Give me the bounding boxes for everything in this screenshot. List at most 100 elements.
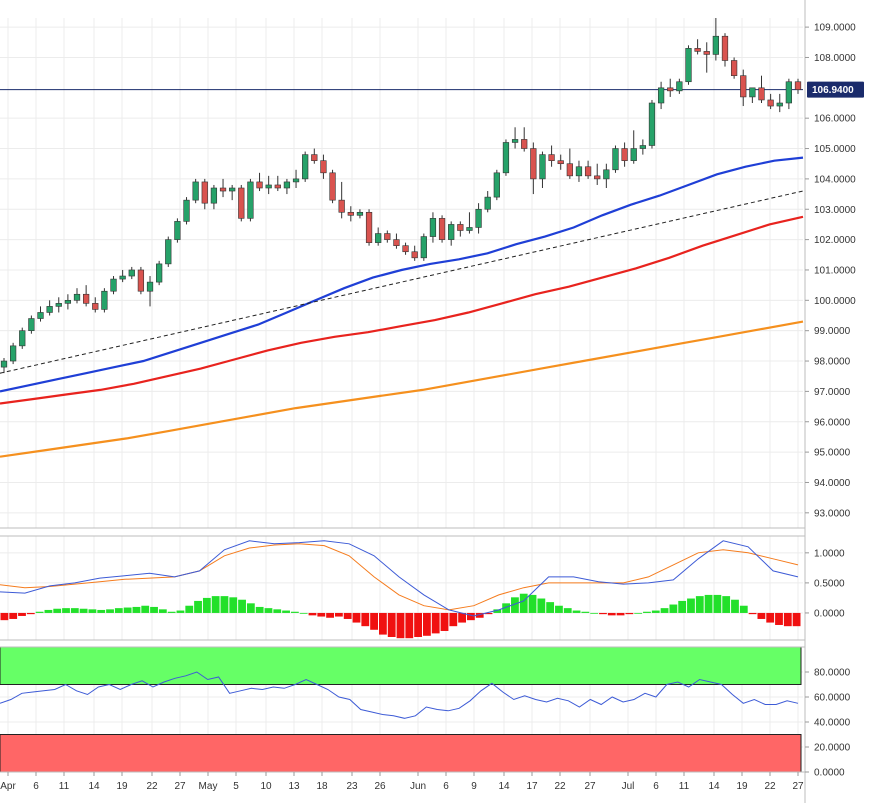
macd-histogram-bar xyxy=(581,611,590,613)
candle xyxy=(311,148,318,164)
macd-histogram-bar xyxy=(299,612,308,614)
x-tick-label: 11 xyxy=(59,781,70,792)
macd-histogram-bar xyxy=(449,612,458,627)
candle-body xyxy=(101,290,108,310)
y-tick-label: 100.0000 xyxy=(814,296,856,307)
candle xyxy=(776,93,783,113)
candle xyxy=(238,184,245,222)
y-tick-label: 96.0000 xyxy=(814,417,851,428)
candle-body xyxy=(612,148,619,171)
y-tick-label: 108.0000 xyxy=(814,53,856,64)
macd-histogram-bar xyxy=(194,600,202,613)
macd-histogram-bar xyxy=(546,602,555,613)
x-tick-label: 14 xyxy=(498,781,510,792)
x-tick-label: 10 xyxy=(260,781,272,792)
x-tick-label: 27 xyxy=(584,781,596,792)
candle xyxy=(37,306,44,322)
candle-body xyxy=(794,81,802,90)
macd-histogram-bar xyxy=(387,612,396,637)
candle xyxy=(502,139,510,176)
candle-body xyxy=(758,87,765,101)
moving-averages xyxy=(0,89,804,458)
candle xyxy=(92,297,99,313)
candle-body xyxy=(648,102,656,146)
y-tick-label: 95.0000 xyxy=(814,448,851,459)
macd-histogram-bar xyxy=(555,605,563,613)
x-tick-label: Jul xyxy=(622,781,635,792)
candle xyxy=(676,78,683,94)
candle xyxy=(566,148,573,179)
y-tick-label: 102.0000 xyxy=(814,235,856,246)
macd-histogram-bar xyxy=(458,612,467,623)
macd-histogram-bar xyxy=(467,612,475,621)
candle xyxy=(603,163,610,188)
macd-histogram-bar xyxy=(396,612,405,639)
candle xyxy=(594,163,601,185)
candle-body xyxy=(639,145,646,149)
candle-body xyxy=(265,184,272,189)
candle-body xyxy=(64,300,72,304)
y-tick-label: 98.0000 xyxy=(814,357,851,368)
candle-body xyxy=(457,224,464,231)
candle-body xyxy=(749,87,756,98)
candle-body xyxy=(19,330,26,347)
candle xyxy=(457,221,464,237)
macd-histogram-bar xyxy=(484,612,493,615)
x-tick-label: Jun xyxy=(410,781,426,792)
candle-body xyxy=(521,139,528,149)
macd-histogram-bar xyxy=(273,609,282,613)
macd-histogram-bar xyxy=(18,612,26,616)
last-price-label: 106.9400 xyxy=(812,85,854,96)
candle xyxy=(283,178,291,195)
candle xyxy=(247,178,254,222)
candle xyxy=(338,181,345,219)
macd-histogram-bar xyxy=(334,612,343,617)
macd-histogram-bar xyxy=(625,612,634,615)
candle-body xyxy=(712,35,719,55)
macd-histogram-bar xyxy=(634,612,643,614)
macd-histogram-bar xyxy=(722,596,731,613)
macd-histogram-bar xyxy=(35,611,44,613)
candle xyxy=(9,342,17,365)
candle xyxy=(749,87,756,103)
candle xyxy=(648,99,656,149)
y-tick-label: 93.0000 xyxy=(814,508,851,519)
candle-body xyxy=(229,187,236,192)
candle-body xyxy=(375,233,382,243)
macd-histogram-bar xyxy=(308,612,317,616)
candle xyxy=(484,191,491,213)
candle-body xyxy=(146,281,154,292)
candle xyxy=(356,209,364,219)
macd-histogram-bar xyxy=(563,608,572,613)
ma-50-line xyxy=(0,156,804,393)
macd-histogram-bar xyxy=(70,608,79,613)
macd-histogram-bar xyxy=(229,597,238,613)
candle xyxy=(192,178,199,204)
macd-histogram-bar xyxy=(220,596,229,613)
axes xyxy=(0,0,806,803)
y-tick-label: 109.0000 xyxy=(814,23,856,34)
candle xyxy=(438,215,446,243)
trendline-dashed xyxy=(0,190,804,374)
macd-histogram-bar xyxy=(599,612,607,615)
candle-body xyxy=(767,99,774,107)
macd-histogram-bar xyxy=(106,609,114,613)
candle xyxy=(621,142,628,167)
candle-body xyxy=(356,211,364,216)
candle xyxy=(183,197,190,225)
candle-body xyxy=(475,208,482,228)
candle xyxy=(685,45,692,85)
candle-body xyxy=(667,87,674,92)
candle xyxy=(721,33,729,67)
candle-body xyxy=(785,81,793,104)
macd-histogram-bar xyxy=(687,598,695,613)
macd-signal-line xyxy=(0,543,799,611)
macd-histogram-bar xyxy=(519,593,528,613)
macd-histogram-bar xyxy=(150,606,158,613)
overbought-zone xyxy=(0,646,802,685)
candle xyxy=(448,221,455,246)
candle-body xyxy=(511,139,519,143)
candle-body xyxy=(411,251,418,259)
candle-body xyxy=(110,278,117,292)
macd-histogram-bar xyxy=(9,612,18,619)
